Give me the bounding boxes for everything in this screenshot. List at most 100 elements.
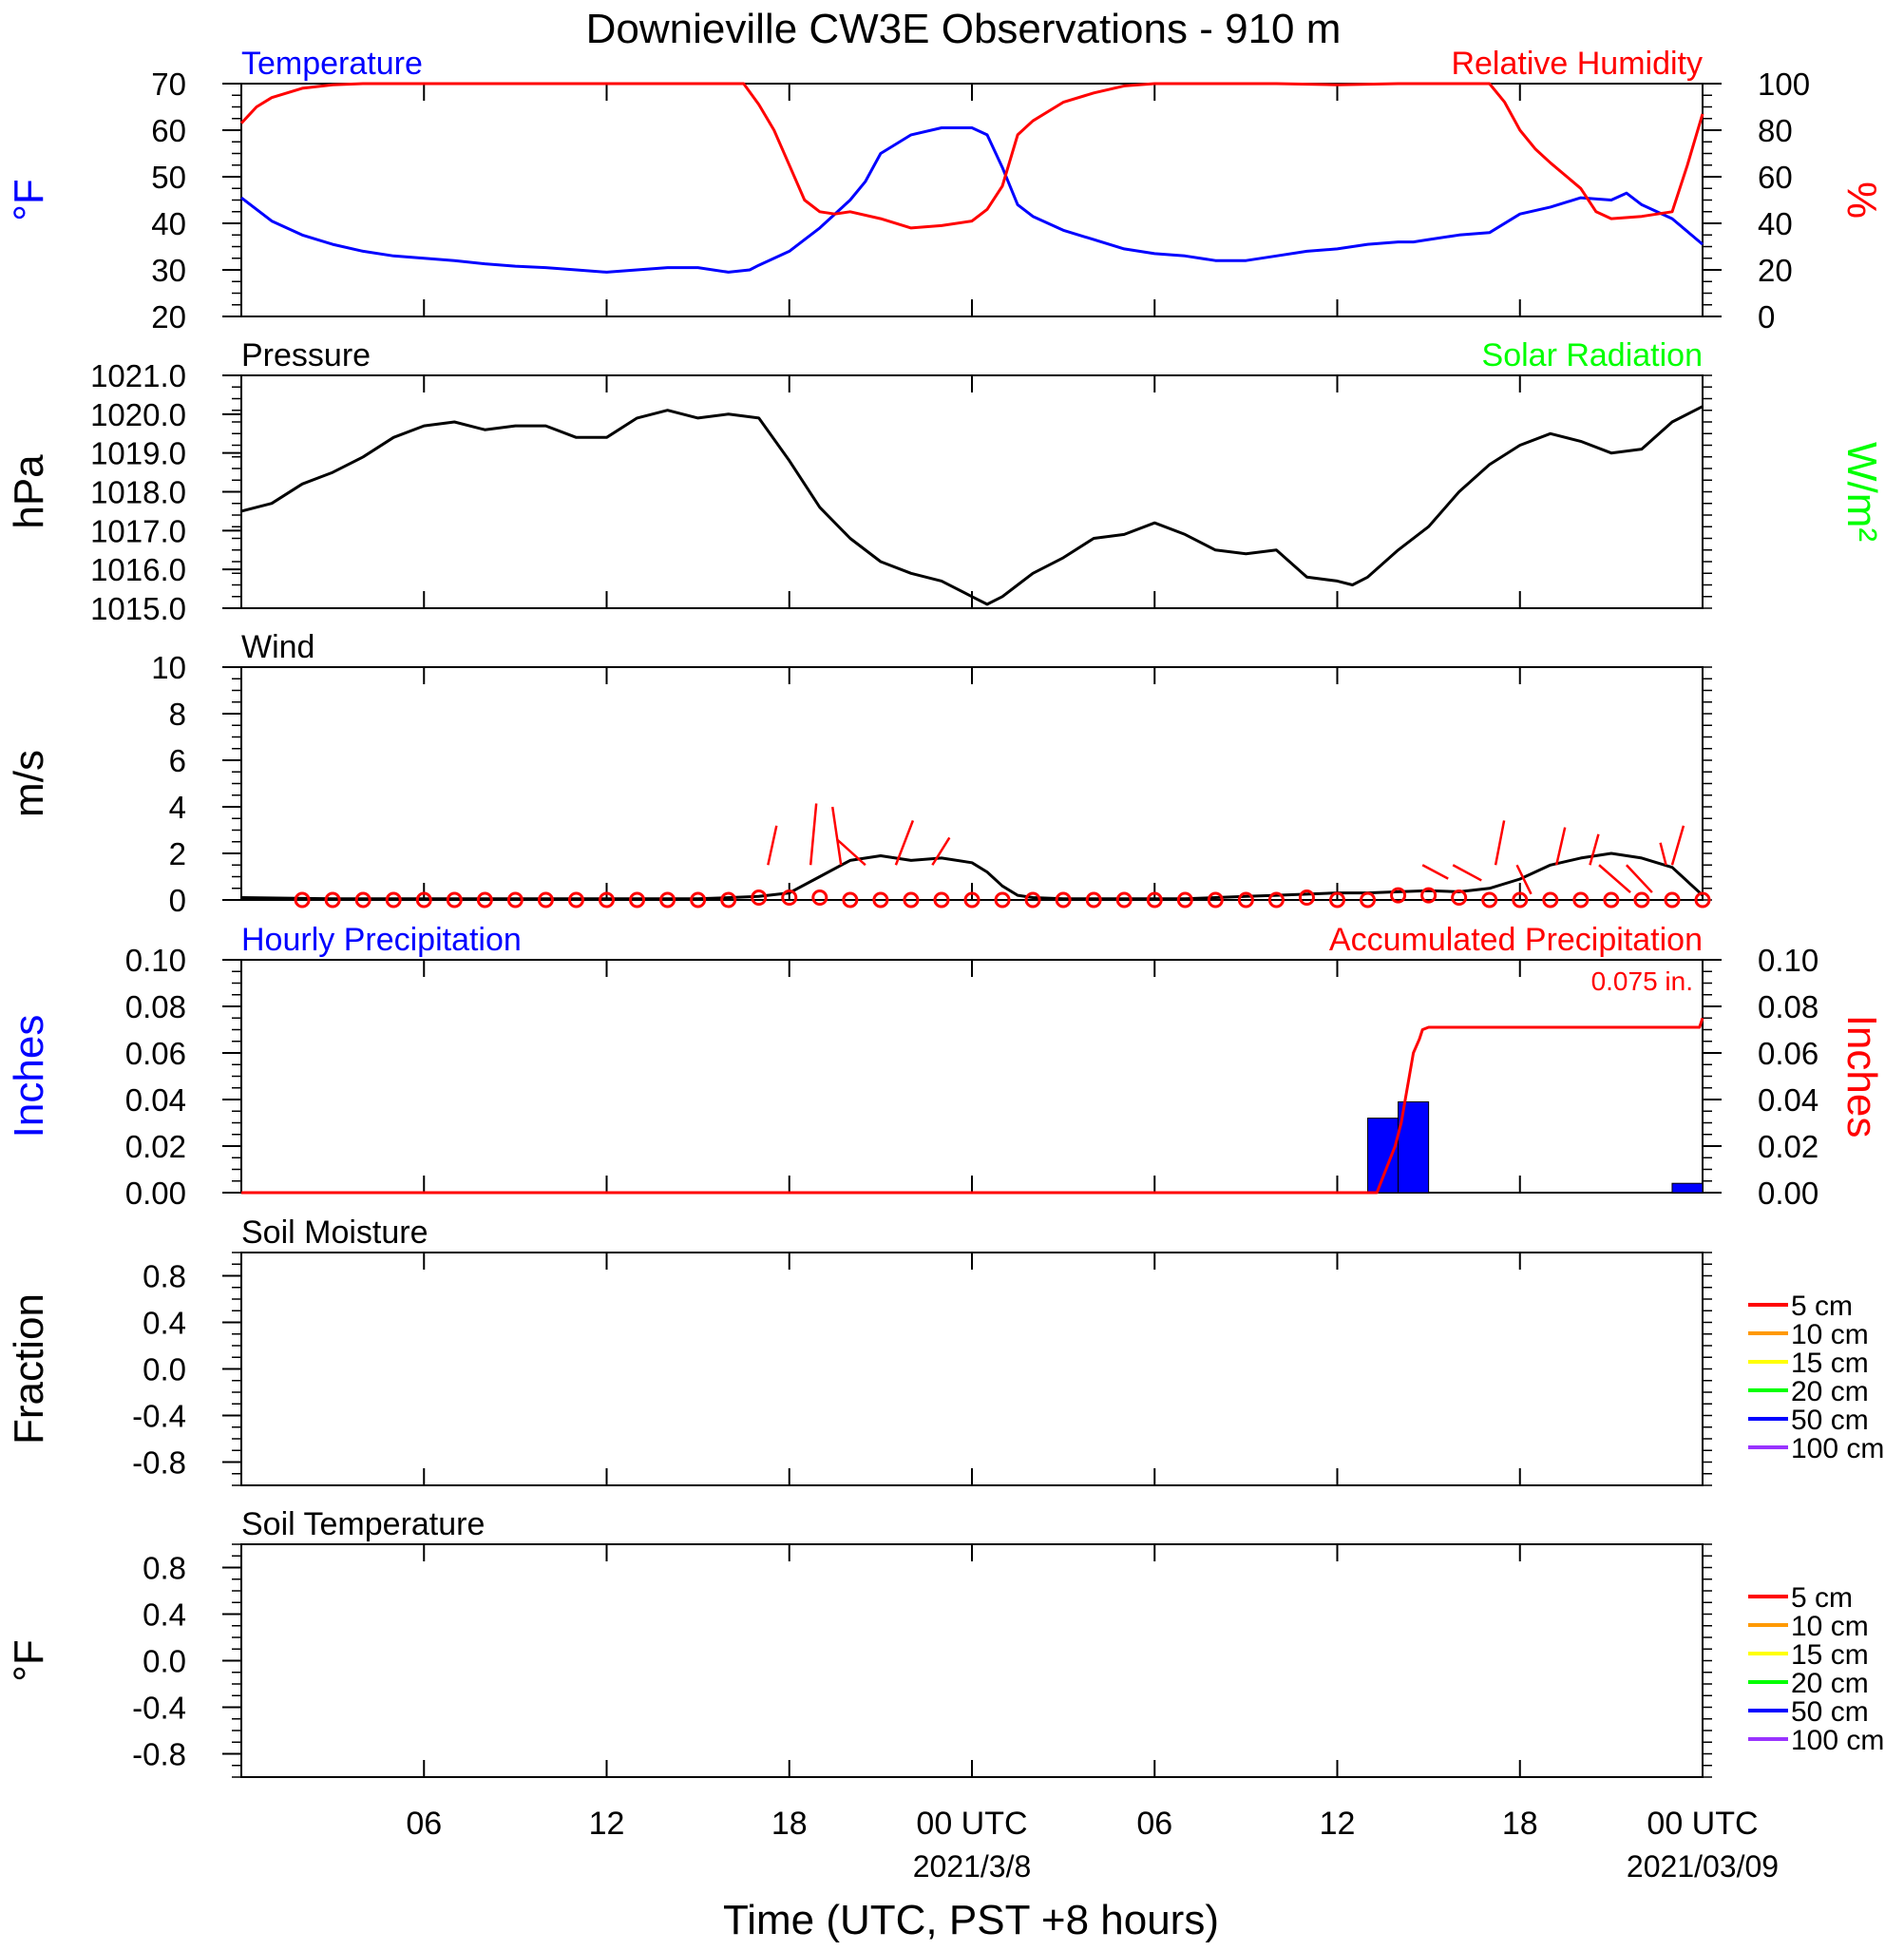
right-tick-label: 80 [1758,113,1793,148]
left-tick-label: -0.4 [132,1691,186,1726]
left-tick-label: -0.4 [132,1399,186,1434]
wind-calm-marker [1176,891,1193,909]
wind-calm-marker [294,891,311,909]
panel-temp_rh: 20 30 40 50 60 70 0 20 40 60 80 100 Temperature Relat… [6,46,1885,335]
right-tick-label: 0.00 [1758,1176,1818,1211]
x-tick-label: 00 UTC [1647,1806,1758,1842]
wind-calm-marker [781,889,798,907]
series-line-temperature [240,126,1704,274]
wind-calm-marker [1390,887,1407,904]
left-tick-label: -0.8 [132,1737,186,1772]
panel-soil_moisture: -0.8 -0.4 0.0 0.4 0.8 Soil Moisture Fraction 5 … [6,1215,1884,1486]
x-tick-label: 06 [1136,1806,1172,1842]
legend-label: 10 cm [1791,1319,1869,1350]
wind-calm-marker [1207,891,1224,909]
wind-calm-marker [415,891,432,909]
wind-calm-marker [1146,891,1163,909]
legend-label: 100 cm [1791,1433,1884,1464]
right-tick-label: 60 [1758,160,1793,195]
figure-title: Downieville CW3E Observations - 910 m [586,6,1342,52]
plot-frame [240,1543,1704,1778]
wind-barb [1598,864,1631,893]
panel-title-left: Temperature [241,46,423,82]
y-axis-label-right: Inches [1838,1015,1885,1138]
accum-total-annotation: 0.075 in. [1591,966,1693,996]
wind-barb [836,838,866,867]
wind-barb [830,806,843,866]
left-tick-label: 1018.0 [90,475,186,510]
wind-calm-marker [385,891,402,909]
legend-label: 5 cm [1791,1582,1853,1614]
wind-barb [1625,864,1653,893]
series-line-pressure [240,405,1704,606]
wind-calm-marker [1572,891,1590,909]
right-tick-label: 20 [1758,253,1793,288]
wind-barb [1421,864,1449,880]
x-tick-label: 18 [771,1806,808,1842]
wind-calm-marker [720,891,737,909]
panel-precip: 0.00 0.02 0.04 0.06 0.08 0.10 0.00 0.02 0.04 0.06… [6,922,1885,1211]
legend-label: 50 cm [1791,1405,1869,1436]
wind-calm-marker [963,891,981,909]
legend-label: 50 cm [1791,1696,1869,1728]
wind-calm-marker [1267,891,1285,909]
wind-calm-marker [1633,891,1650,909]
left-tick-label: 30 [151,253,186,288]
right-tick-label: 0 [1758,299,1775,335]
left-tick-label: 1017.0 [90,513,186,548]
left-tick-label: 1019.0 [90,436,186,471]
plot-frame [240,374,1704,609]
left-tick-label: 1015.0 [90,591,186,626]
x-tick-label: 18 [1502,1806,1538,1842]
series-line-relative-humidity [239,82,1704,230]
left-tick-label: 8 [169,697,186,732]
left-tick-label: 0.04 [125,1082,186,1118]
right-tick-label: 0.10 [1758,943,1818,978]
left-tick-label: 10 [151,650,186,685]
wind-calm-marker [629,891,646,909]
wind-calm-marker [324,891,341,909]
left-tick-label: 0.8 [143,1551,186,1586]
wind-barb [1659,842,1667,866]
plot-frame [240,959,1704,1194]
left-tick-label: 0.0 [143,1352,186,1387]
wind-barb [894,820,915,866]
wind-calm-marker [690,891,707,909]
x-tick-label: 12 [589,1806,625,1842]
legend-label: 5 cm [1791,1291,1853,1322]
wind-calm-marker [506,891,524,909]
x-tick-label: 06 [406,1806,442,1842]
wind-calm-marker [1512,891,1529,909]
y-axis-label-left: Inches [6,1015,52,1138]
panel-title-left: Soil Temperature [241,1506,485,1542]
right-tick-label: 100 [1758,67,1810,102]
legend-label: 15 cm [1791,1639,1869,1671]
wind-barb [1452,864,1482,882]
right-tick-label: 0.02 [1758,1129,1818,1164]
wind-calm-marker [872,891,889,909]
right-tick-label: 0.08 [1758,989,1818,1024]
y-axis-label-left: m/s [6,750,52,817]
left-tick-label: 60 [151,113,186,148]
x-tick-date-label: 2021/3/8 [913,1849,1032,1884]
panel-title-left: Wind [241,629,314,665]
wind-calm-marker [659,891,676,909]
plot-frame [240,666,1704,901]
wind-calm-marker [1298,889,1315,907]
wind-calm-marker [1451,889,1468,907]
wind-calm-marker [994,891,1011,909]
left-tick-label: 4 [169,790,186,825]
wind-calm-marker [811,889,828,907]
wind-calm-marker [567,891,584,909]
left-tick-label: 2 [169,836,186,871]
left-tick-label: 0.4 [143,1306,186,1341]
right-tick-label: 0.06 [1758,1036,1818,1071]
wind-barb [1670,825,1685,866]
x-tick-label: 00 UTC [916,1806,1027,1842]
wind-calm-marker [1481,891,1498,909]
precip-bar [1671,1182,1704,1194]
x-tick-labels: 06 12 18 00 UTC 2021/3/8 06 12 18 00 UTC 2021/03/… [406,1806,1779,1884]
wind-calm-marker [476,891,493,909]
